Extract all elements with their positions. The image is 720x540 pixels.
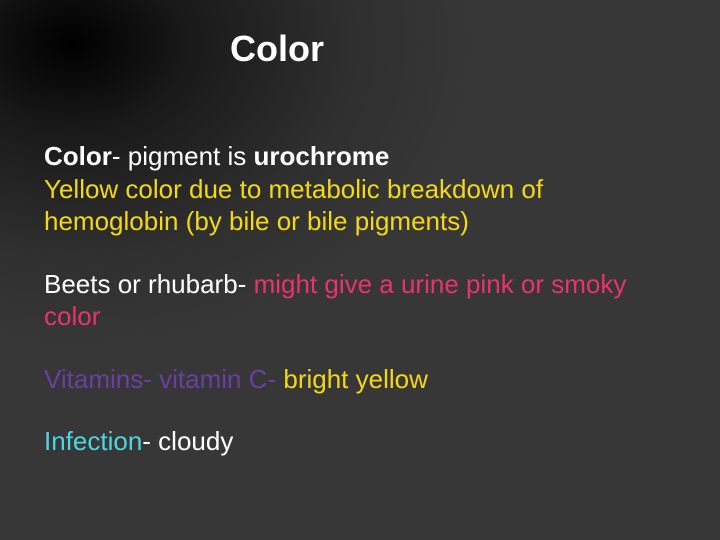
p4-text-b: - cloudy [142,426,233,456]
slide-title: Color [0,28,720,70]
p1-text-b: - pigment is [112,141,254,171]
title-text: Color [230,28,324,69]
paragraph-1: Color- pigment is urochrome Yellow color… [44,140,676,238]
slide: Color Color- pigment is urochrome Yellow… [0,0,720,540]
p2-text-a: Beets or rhubarb [44,269,238,299]
p1-urochrome: urochrome [254,141,390,171]
paragraph-4: Infection- cloudy [44,425,676,458]
p2-text-b: - [238,269,254,299]
p1-text-d: Yellow color due to metabolic breakdown … [44,174,543,237]
paragraph-3: Vitamins- vitamin C- bright yellow [44,363,676,396]
paragraph-2: Beets or rhubarb- might give a urine pin… [44,268,676,333]
p3-text-b: bright yellow [283,364,428,394]
p4-text-a: Infection [44,426,142,456]
slide-body: Color- pigment is urochrome Yellow color… [44,140,676,488]
p1-color-word: Color [44,141,112,171]
p3-text-a: Vitamins- vitamin C- [44,364,283,394]
